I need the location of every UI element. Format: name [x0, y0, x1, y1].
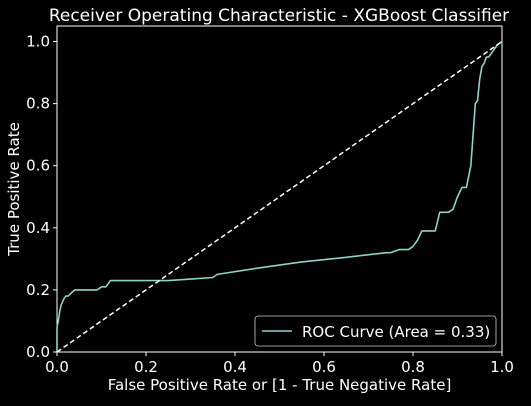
legend-entry-roc: ROC Curve (Area = 0.33): [302, 323, 490, 341]
plot-area: 0.0 0.2 0.4 0.6 0.8 1.0 0.0 0.2 0.4 0.6 0.8 1.0: [26, 25, 514, 376]
x-axis-ticks: 0.0 0.2 0.4 0.6 0.8 1.0: [45, 352, 514, 376]
legend: ROC Curve (Area = 0.33): [254, 315, 497, 347]
y-axis-label: True Positive Rate: [5, 122, 23, 257]
y-tick-label: 0.4: [26, 219, 50, 237]
x-axis-label: False Positive Rate or [1 - True Negativ…: [108, 376, 452, 394]
y-tick-label: 0.8: [26, 95, 50, 113]
y-tick-label: 0.2: [26, 281, 50, 299]
roc-curve-line: [56, 40, 503, 352]
x-tick-label: 0.0: [45, 358, 69, 376]
series-layer: [56, 40, 503, 353]
x-tick-label: 0.4: [223, 358, 247, 376]
chart-title: Receiver Operating Characteristic - XGBo…: [49, 6, 509, 26]
x-tick-label: 0.2: [134, 358, 158, 376]
reference-diagonal-line: [56, 40, 503, 353]
y-tick-label: 0.6: [26, 157, 50, 175]
y-tick-label: 0.0: [26, 343, 50, 361]
x-tick-label: 1.0: [490, 358, 514, 376]
y-tick-label: 1.0: [26, 33, 50, 51]
y-axis-ticks: 0.0 0.2 0.4 0.6 0.8 1.0: [26, 33, 57, 361]
plot-frame: [56, 25, 503, 353]
x-tick-label: 0.6: [312, 358, 336, 376]
legend-box: [254, 315, 497, 347]
x-tick-label: 0.8: [401, 358, 425, 376]
